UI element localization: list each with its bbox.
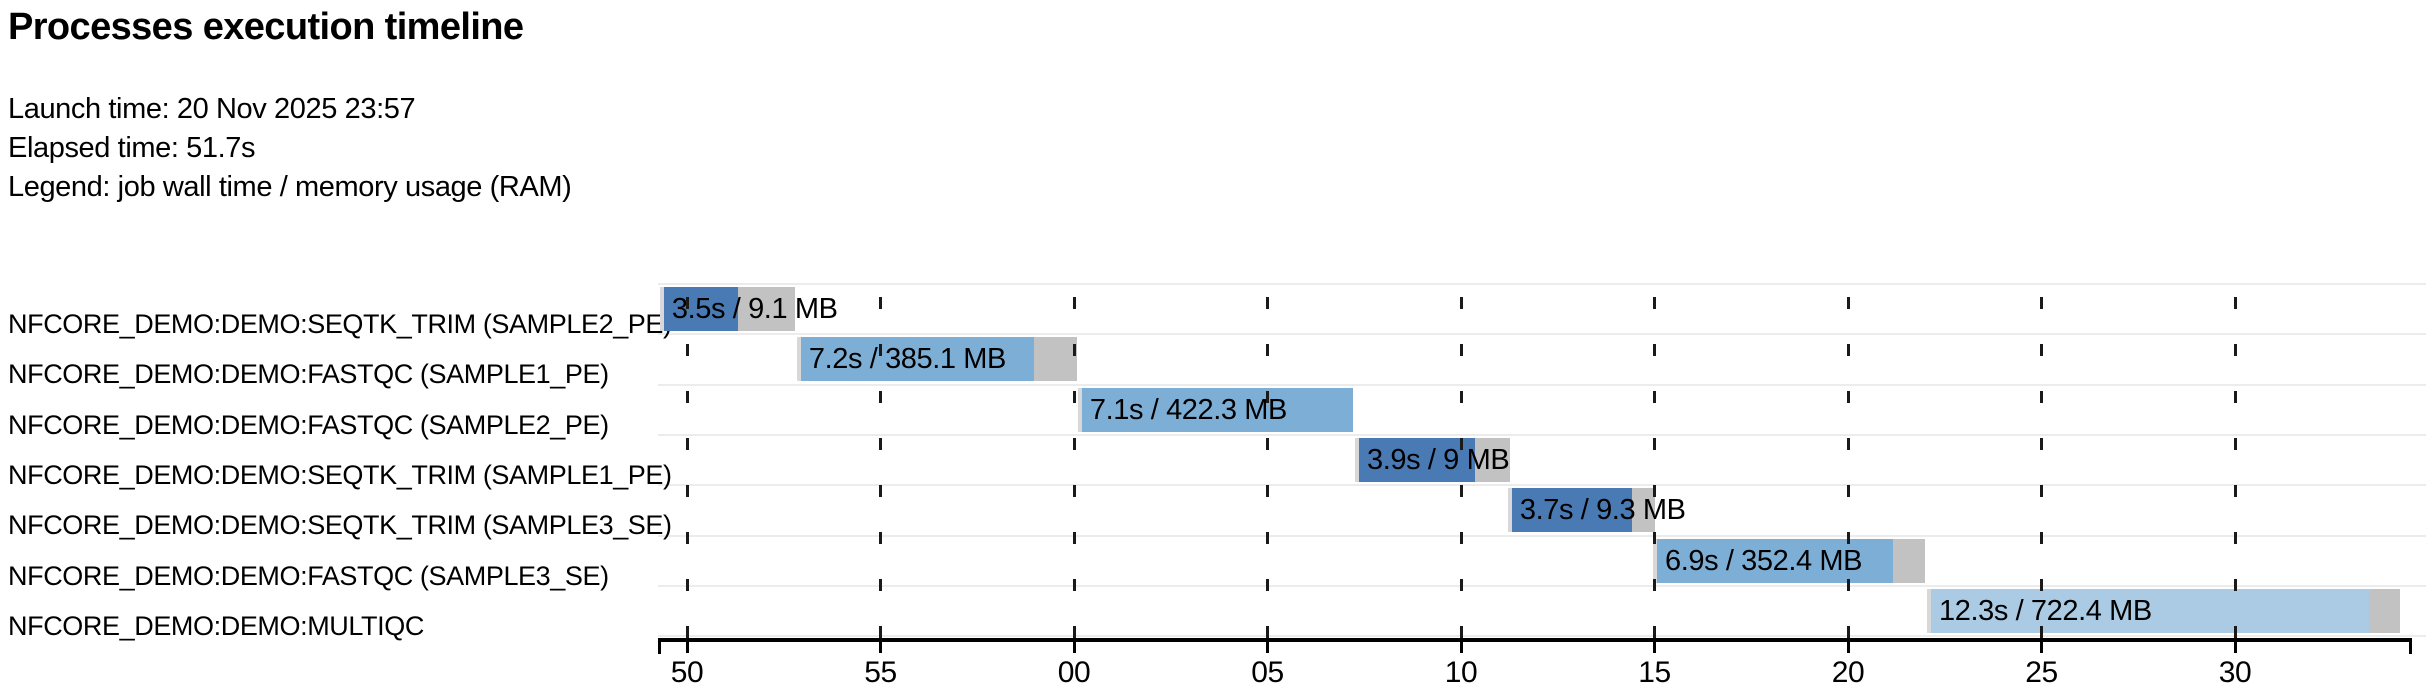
axis-tick-label: 30	[2218, 656, 2252, 689]
task-bar-label: 7.2s / 385.1 MB	[808, 343, 1007, 375]
row-separator	[658, 283, 2426, 285]
task-bar	[1077, 388, 1354, 432]
task-bar	[1927, 589, 2400, 633]
axis-tick	[685, 638, 689, 653]
row-separator	[658, 635, 2426, 637]
axis-tick-label: 15	[1638, 656, 1671, 689]
axis-tick	[2233, 638, 2237, 653]
task-row-label: NFCORE_DEMO:DEMO:FASTQC (SAMPLE3_SE)	[8, 561, 609, 591]
axis-tick-label: 10	[1444, 656, 1478, 689]
axis-tick	[1846, 638, 1850, 653]
task-row-label: NFCORE_DEMO:DEMO:SEQTK_TRIM (SAMPLE1_PE)	[8, 460, 672, 490]
row-separator	[658, 434, 2426, 436]
axis-tick	[1266, 638, 1269, 653]
axis-tick	[1459, 638, 1463, 653]
task-bar-tail-segment	[1893, 539, 1926, 583]
axis-tick-label: 20	[1831, 656, 1865, 689]
grid-line	[685, 280, 689, 638]
task-bar-head-segment	[1355, 438, 1359, 482]
row-separator	[658, 535, 2426, 537]
launch-time-text: Launch time: 20 Nov 2025 23:57	[8, 93, 416, 125]
axis-tick	[1653, 638, 1656, 653]
task-bar-head-segment	[1927, 589, 1931, 633]
task-row-label: NFCORE_DEMO:DEMO:FASTQC (SAMPLE1_PE)	[8, 359, 609, 389]
axis-tick	[2040, 638, 2043, 653]
grid-line	[2040, 280, 2043, 638]
grid-line	[1266, 280, 1269, 638]
task-bar-label: 3.7s / 9.3 MB	[1519, 494, 1686, 526]
task-bar-tail-segment	[1033, 337, 1077, 381]
x-axis-endcap	[2409, 638, 2412, 654]
task-row-label: NFCORE_DEMO:DEMO:SEQTK_TRIM (SAMPLE2_PE)	[8, 309, 672, 339]
task-bar-head-segment	[659, 287, 664, 331]
report-meta: Launch time: 20 Nov 2025 23:57 Elapsed t…	[8, 90, 572, 207]
grid-line	[2233, 280, 2237, 638]
grid-line	[879, 280, 882, 638]
axis-tick-label: 55	[864, 656, 897, 689]
task-row-label: NFCORE_DEMO:DEMO:MULTIQC	[8, 611, 424, 641]
axis-tick-label: 00	[1057, 656, 1091, 689]
elapsed-time-text: Elapsed time: 51.7s	[8, 132, 256, 164]
axis-tick-label: 05	[1251, 656, 1284, 689]
task-bar-label: 12.3s / 722.4 MB	[1939, 595, 2152, 627]
grid-line	[1653, 280, 1656, 638]
task-row-label: NFCORE_DEMO:DEMO:FASTQC (SAMPLE2_PE)	[8, 410, 609, 440]
page-title: Processes execution timeline	[8, 6, 524, 48]
legend-text: Legend: job wall time / memory usage (RA…	[8, 171, 572, 203]
x-axis-line	[658, 638, 2412, 642]
task-bar-head-segment	[796, 337, 801, 381]
task-bar-label: 3.5s / 9.1 MB	[671, 293, 838, 325]
grid-line	[1072, 280, 1076, 638]
axis-tick	[1072, 638, 1076, 653]
task-bar	[1507, 488, 1655, 532]
grid-line	[1846, 280, 1850, 638]
task-bar-tail-segment	[2370, 589, 2400, 633]
task-bar-label: 6.9s / 352.4 MB	[1665, 545, 1863, 577]
row-separator	[658, 333, 2426, 335]
task-row-label: NFCORE_DEMO:DEMO:SEQTK_TRIM (SAMPLE3_SE)	[8, 510, 672, 540]
axis-tick	[879, 638, 882, 653]
row-separator	[658, 585, 2426, 587]
axis-tick-label: 50	[670, 656, 704, 689]
task-bar-head-segment	[1507, 488, 1512, 532]
row-separator	[658, 384, 2426, 386]
task-bar	[659, 287, 795, 331]
grid-line	[1459, 280, 1463, 638]
task-bar	[796, 337, 1077, 381]
x-axis-endcap	[658, 638, 661, 654]
row-separator	[658, 484, 2426, 486]
task-bar-tail-segment	[738, 287, 795, 331]
task-bar-head-segment	[1077, 388, 1082, 432]
task-bar-label: 7.1s / 422.3 MB	[1089, 394, 1288, 426]
task-bar-label: 3.9s / 9 MB	[1367, 444, 1510, 476]
axis-tick-label: 25	[2025, 656, 2058, 689]
task-bar-tail-segment	[1632, 488, 1655, 532]
task-bar	[1355, 438, 1510, 482]
task-bar-tail-segment	[1475, 438, 1510, 482]
task-bar	[1653, 539, 1926, 583]
